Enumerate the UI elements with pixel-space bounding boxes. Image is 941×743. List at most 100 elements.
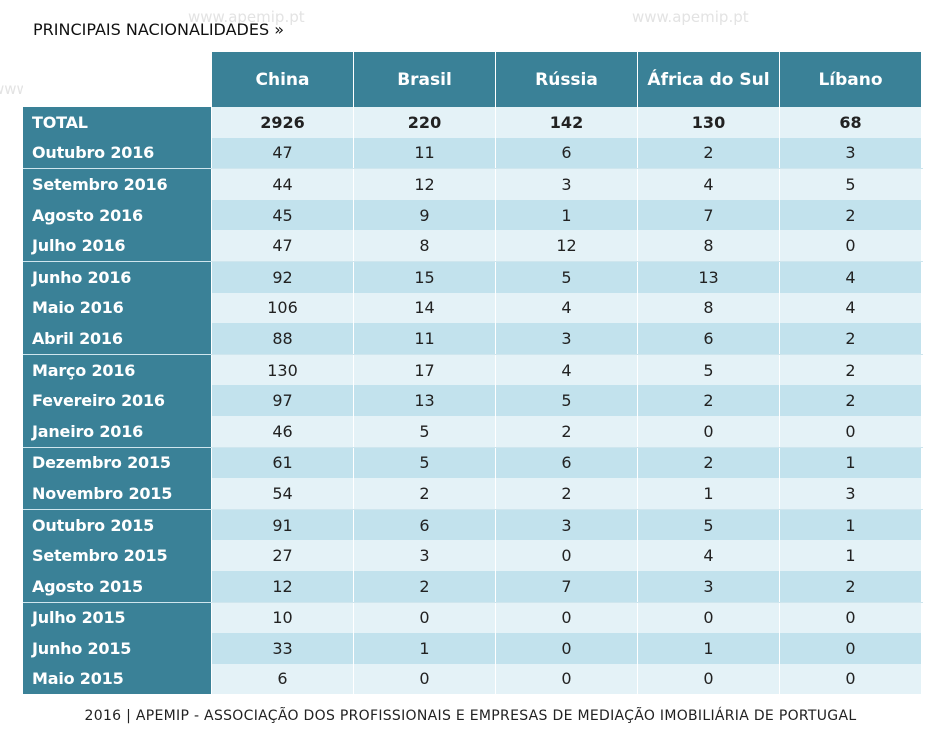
- table-cell: 0: [496, 540, 637, 571]
- table-cell: 2: [354, 478, 495, 509]
- total-row: TOTAL 2926 220 142 130 68: [23, 107, 923, 138]
- table-cell: 4: [496, 354, 637, 386]
- table-cell: 0: [354, 663, 495, 695]
- table-row: Janeiro 2016 46 5 2 0 0: [23, 415, 923, 447]
- table-cell: 14: [354, 292, 495, 324]
- table-cell: 15: [354, 261, 495, 293]
- table-cell: 2: [638, 447, 779, 479]
- table-cell: 11: [354, 323, 495, 354]
- table-cell: 130: [638, 107, 779, 138]
- table-cell: 2: [354, 570, 495, 602]
- row-label: Maio 2015: [23, 663, 211, 695]
- table-header: China Brasil Rússia África do Sul Líbano: [23, 52, 923, 107]
- table-cell: 0: [780, 602, 921, 634]
- table-row: Fevereiro 2016 97 13 5 2 2: [23, 385, 923, 416]
- table-cell: 1: [780, 509, 921, 541]
- row-label: Agosto 2015: [23, 570, 211, 602]
- table-cell: 0: [780, 663, 921, 695]
- row-label: Outubro 2015: [23, 509, 211, 541]
- table-cell: 8: [638, 230, 779, 261]
- table-cell: 13: [638, 261, 779, 293]
- row-label: Dezembro 2015: [23, 447, 211, 479]
- table-cell: 2: [496, 415, 637, 447]
- table-cell: 44: [212, 169, 353, 200]
- watermark: www.apemip.pt: [188, 8, 305, 26]
- table-cell: 106: [212, 292, 353, 324]
- table-cell: 4: [638, 169, 779, 200]
- column-header: Líbano: [780, 52, 921, 107]
- table-row: Julho 2015 10 0 0 0 0: [23, 601, 923, 634]
- table-cell: 13: [354, 385, 495, 416]
- table-cell: 6: [496, 447, 637, 479]
- header-corner: [23, 52, 211, 107]
- table-cell: 2926: [212, 107, 353, 138]
- table-cell: 2: [780, 385, 921, 416]
- table-cell: 2: [780, 354, 921, 386]
- table-cell: 88: [212, 323, 353, 354]
- table-cell: 54: [212, 478, 353, 509]
- table-cell: 47: [212, 137, 353, 169]
- row-label: Setembro 2015: [23, 540, 211, 571]
- table-body: TOTAL 2926 220 142 130 68 Outubro 2016 47 11 6 2 3 S…: [23, 107, 923, 695]
- table-cell: 3: [780, 137, 921, 169]
- table-row: Maio 2015 6 0 0 0 0: [23, 663, 923, 695]
- table-cell: 92: [212, 261, 353, 293]
- table-row: Agosto 2016 45 9 1 7 2: [23, 199, 923, 231]
- table-cell: 12: [212, 570, 353, 602]
- table-cell: 1: [496, 199, 637, 231]
- column-header: China: [212, 52, 353, 107]
- nationalities-table: China Brasil Rússia África do Sul Líbano…: [23, 52, 923, 695]
- column-header: Brasil: [354, 52, 495, 107]
- table-cell: 8: [354, 230, 495, 261]
- table-cell: 9: [354, 199, 495, 231]
- table-cell: 4: [638, 540, 779, 571]
- table-row: Maio 2016 106 14 4 8 4: [23, 292, 923, 324]
- table-cell: 0: [496, 633, 637, 664]
- row-label: Junho 2016: [23, 261, 211, 293]
- row-label: Julho 2015: [23, 602, 211, 634]
- table-row: Outubro 2016 47 11 6 2 3: [23, 137, 923, 169]
- row-label: Novembro 2015: [23, 478, 211, 509]
- table-cell: 33: [212, 633, 353, 664]
- table-cell: 0: [780, 415, 921, 447]
- table-cell: 6: [638, 323, 779, 354]
- table-cell: 2: [780, 323, 921, 354]
- table-row: Setembro 2015 27 3 0 4 1: [23, 540, 923, 571]
- table-cell: 3: [354, 540, 495, 571]
- table-cell: 5: [354, 447, 495, 479]
- table-row: Novembro 2015 54 2 2 1 3: [23, 478, 923, 509]
- row-label: Setembro 2016: [23, 169, 211, 200]
- table-cell: 3: [496, 169, 637, 200]
- table-row: Outubro 2015 91 6 3 5 1: [23, 508, 923, 541]
- table-cell: 3: [496, 323, 637, 354]
- table-cell: 12: [354, 169, 495, 200]
- table-cell: 68: [780, 107, 921, 138]
- row-label: Abril 2016: [23, 323, 211, 354]
- table-cell: 5: [638, 509, 779, 541]
- table-cell: 6: [496, 137, 637, 169]
- table-cell: 5: [496, 261, 637, 293]
- table-cell: 2: [496, 478, 637, 509]
- table-cell: 6: [212, 663, 353, 695]
- column-header: África do Sul: [638, 52, 779, 107]
- table-cell: 0: [496, 663, 637, 695]
- table-cell: 7: [638, 199, 779, 231]
- table-cell: 0: [496, 602, 637, 634]
- table-cell: 1: [354, 633, 495, 664]
- table-cell: 2: [638, 385, 779, 416]
- row-label: Janeiro 2016: [23, 415, 211, 447]
- table-cell: 5: [496, 385, 637, 416]
- column-header: Rússia: [496, 52, 637, 107]
- row-label: Outubro 2016: [23, 137, 211, 169]
- table-cell: 3: [780, 478, 921, 509]
- table-cell: 0: [638, 602, 779, 634]
- table-cell: 11: [354, 137, 495, 169]
- table-row: Agosto 2015 12 2 7 3 2: [23, 570, 923, 602]
- table-row: Abril 2016 88 11 3 6 2: [23, 323, 923, 354]
- table-cell: 0: [354, 602, 495, 634]
- table-cell: 0: [638, 663, 779, 695]
- row-label: TOTAL: [23, 107, 211, 138]
- table-cell: 2: [780, 570, 921, 602]
- table-cell: 5: [638, 354, 779, 386]
- table-cell: 5: [354, 415, 495, 447]
